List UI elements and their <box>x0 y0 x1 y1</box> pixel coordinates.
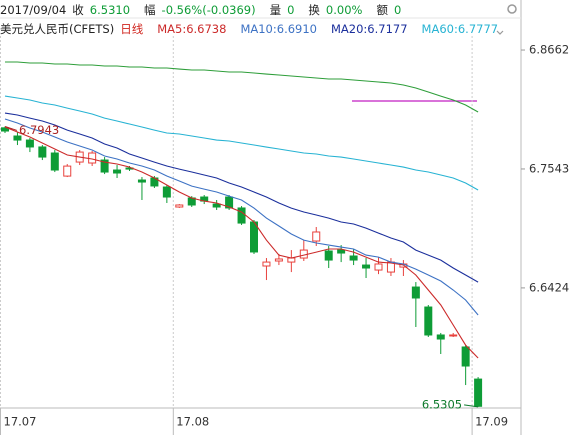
candle-body <box>362 264 371 269</box>
quote-value: 0 <box>393 3 402 17</box>
candle-body <box>38 146 47 158</box>
legend-entry: MA60:6.7777 <box>421 22 499 36</box>
quote-date: 2017/09/04 <box>0 3 67 17</box>
instrument-title: 美元兑人民币(CFETS) <box>0 22 115 36</box>
x-tick-label: 17.09 <box>475 415 508 429</box>
candle-body <box>63 165 72 177</box>
candle-body <box>50 152 59 171</box>
candle-body <box>436 334 445 340</box>
settings-icon-shape[interactable] <box>507 4 517 14</box>
candle-body <box>13 135 22 141</box>
quote-value: 0.00% <box>325 3 363 17</box>
settings-icon[interactable] <box>507 4 517 14</box>
quote-value: 6.5310 <box>89 3 131 17</box>
candle-body <box>449 334 458 337</box>
moving-average-line <box>4 95 479 191</box>
candle-body <box>424 306 433 336</box>
candle-body <box>461 346 470 367</box>
x-tick-label: 17.07 <box>4 415 37 429</box>
high-annotation: 6.7943 <box>19 123 59 137</box>
y-tick-label: 6.8662 <box>529 43 569 57</box>
candle-body <box>162 186 171 198</box>
collapse-icon[interactable] <box>496 30 504 35</box>
quote-bar: 2017/09/04 收 6.5310 幅 -0.56%(-0.0369) 量 0 换 0.0… <box>0 2 409 18</box>
y-tick-label: 6.7543 <box>529 161 569 175</box>
candle-body <box>349 255 358 261</box>
candle-body <box>100 159 109 173</box>
candle-body <box>137 179 146 183</box>
candle-body <box>25 139 34 148</box>
candle-body <box>374 263 383 271</box>
candle-body <box>274 258 283 262</box>
high-annotation-leader <box>4 125 18 131</box>
moving-average-line <box>4 112 479 283</box>
candle-body <box>212 203 221 208</box>
quote-value: -0.56%(-0.0369) <box>161 3 256 17</box>
legend-entry: MA5:6.6738 <box>157 22 227 36</box>
low-annotation: 6.5305 <box>422 397 462 411</box>
moving-average-line <box>4 118 479 316</box>
candle-body <box>474 378 483 407</box>
candle-body <box>287 257 296 263</box>
quote-label: 额 <box>376 3 388 17</box>
candle-body <box>262 261 271 267</box>
y-tick-label: 6.6424 <box>529 280 569 294</box>
x-tick-label: 17.08 <box>176 415 209 429</box>
legend-bar: 美元兑人民币(CFETS) 日线 MA5:6.6738 MA10:6.6910 MA… <box>0 21 498 37</box>
candle-body <box>88 152 97 164</box>
candle-body <box>337 249 346 254</box>
candle-body <box>312 231 321 242</box>
candle-body <box>324 250 333 261</box>
candle-body <box>411 286 420 299</box>
low-annotation-leader <box>464 404 479 408</box>
candle-body <box>237 207 246 224</box>
moving-average-line <box>5 61 479 113</box>
quote-label: 量 <box>269 3 282 17</box>
quote-label: 幅 <box>144 3 156 17</box>
candle-body <box>113 169 122 174</box>
quote-value: 0 <box>287 3 295 17</box>
moving-average-line <box>4 126 479 359</box>
candle-body <box>1 127 9 132</box>
period-label: 日线 <box>120 22 144 36</box>
candle-body <box>225 196 234 209</box>
quote-label: 收 <box>72 3 84 17</box>
quote-label: 换 <box>308 3 320 17</box>
candle-body <box>175 204 184 208</box>
legend-entry: MA20:6.7177 <box>331 22 408 36</box>
legend-entry: MA10:6.6910 <box>240 22 317 36</box>
